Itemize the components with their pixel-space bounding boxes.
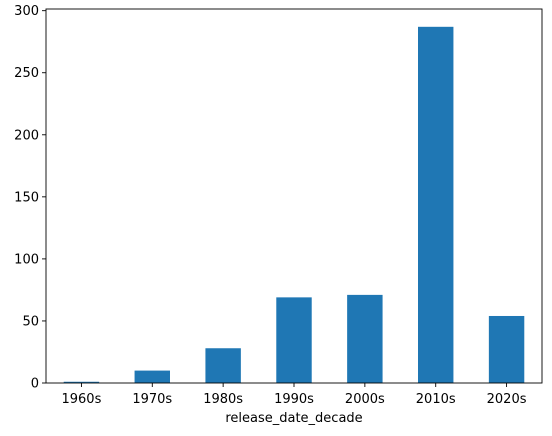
bar-1990s (276, 297, 312, 383)
bar-1970s (134, 370, 170, 383)
bar-2000s (347, 294, 383, 383)
bars-group (63, 26, 525, 384)
y-tick-label: 200 (14, 128, 39, 143)
y-tick-label: 250 (14, 66, 39, 81)
bar-1960s (63, 381, 100, 383)
x-tick-label: 2010s (416, 392, 456, 407)
x-tick-label: 1970s (132, 392, 172, 407)
bar-2020s (488, 315, 525, 383)
bar-2010s (418, 26, 454, 384)
x-ticks-group: 1960s 1970s 1980s 1990s 2000s 2010s 2020s (61, 383, 527, 407)
x-tick-label: 1960s (61, 392, 101, 407)
x-tick-label: 1980s (203, 392, 243, 407)
bar-1980s (205, 348, 241, 383)
x-tick-label: 2020s (487, 392, 527, 407)
y-tick-label: 100 (14, 252, 39, 267)
x-axis-label: release_date_decade (225, 411, 362, 426)
y-tick-label: 300 (14, 4, 39, 19)
y-ticks-group: 0 50 100 150 200 250 300 (14, 4, 46, 392)
y-tick-label: 50 (22, 314, 39, 329)
y-tick-label: 150 (14, 190, 39, 205)
x-tick-label: 2000s (345, 392, 385, 407)
y-tick-label: 0 (31, 377, 39, 392)
x-tick-label: 1990s (274, 392, 314, 407)
